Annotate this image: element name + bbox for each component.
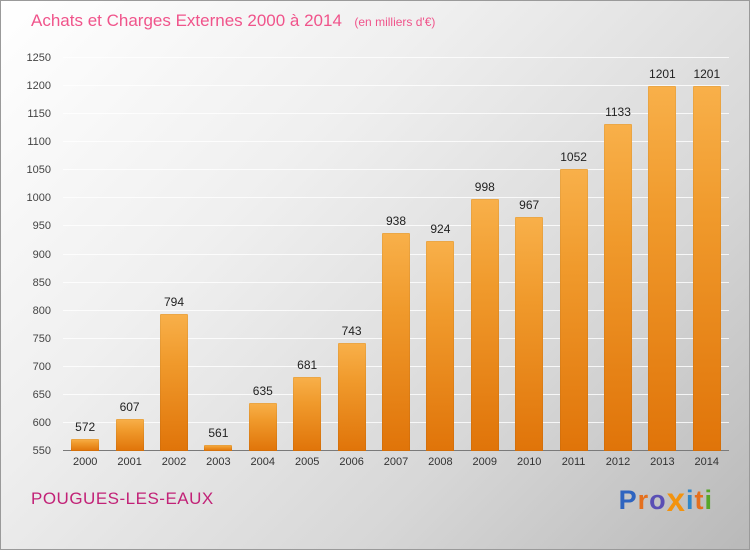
bar-value-label: 924 bbox=[430, 222, 451, 237]
x-tick-label: 2007 bbox=[383, 456, 409, 468]
plot-area: 572 2000 607 2001 794 2002 561 2003 635 2004 681 20… bbox=[63, 57, 729, 468]
x-tick-label: 2008 bbox=[428, 456, 453, 468]
bar-2010 bbox=[515, 216, 544, 451]
footer-location: POUGUES-LES-EAUX bbox=[31, 489, 214, 508]
logo-letter: i bbox=[704, 485, 713, 515]
x-tick-label: 2000 bbox=[72, 456, 98, 468]
x-tick-label: 2001 bbox=[117, 456, 142, 468]
bar-value-label: 681 bbox=[297, 358, 318, 373]
y-tick-label: 800 bbox=[32, 304, 51, 317]
logo-letter: t bbox=[694, 485, 705, 515]
bar-value-label: 561 bbox=[208, 425, 229, 440]
logo-letter: P bbox=[618, 485, 638, 515]
gridline bbox=[63, 113, 729, 115]
y-tick-label: 950 bbox=[32, 220, 51, 233]
y-tick-label: 850 bbox=[32, 276, 51, 289]
x-tick-label: 2005 bbox=[294, 456, 320, 468]
y-tick-label: 900 bbox=[32, 248, 51, 261]
x-tick-label: 2006 bbox=[339, 456, 364, 468]
y-tick-label: 1250 bbox=[26, 52, 51, 64]
y-axis-labels: 550 600 650 700 750 800 850 900 950 1000 1050 1100 1… bbox=[1, 52, 57, 457]
bar-2005 bbox=[293, 377, 322, 451]
y-tick-label: 550 bbox=[32, 445, 51, 457]
chart-header: Achats et Charges Externes 2000 à 2014 (… bbox=[31, 11, 435, 31]
gridline bbox=[63, 197, 729, 199]
x-tick-label: 2004 bbox=[250, 456, 276, 468]
bar-2002 bbox=[160, 314, 188, 451]
bar-value-label: 1133 bbox=[605, 104, 631, 119]
y-tick-label: 600 bbox=[32, 416, 51, 429]
y-tick-label: 700 bbox=[32, 360, 51, 373]
bar-2008 bbox=[426, 241, 455, 451]
page-title: Achats et Charges Externes 2000 à 2014 bbox=[31, 11, 342, 30]
bar-value-label: 572 bbox=[75, 419, 96, 434]
bar-2004 bbox=[248, 403, 277, 451]
logo-letter: r bbox=[637, 485, 650, 515]
gridline bbox=[63, 85, 729, 87]
bar-value-label: 1201 bbox=[649, 66, 676, 81]
bar-2014 bbox=[692, 85, 721, 451]
bar-2007 bbox=[382, 233, 410, 451]
bar-value-label: 607 bbox=[119, 400, 140, 414]
bar-2013 bbox=[648, 85, 677, 451]
bar-value-label: 967 bbox=[519, 197, 540, 212]
logo-letter: i bbox=[685, 485, 695, 515]
page-subtitle: (en milliers d'€) bbox=[354, 15, 436, 29]
x-tick-label: 2013 bbox=[650, 456, 675, 468]
bar-2011 bbox=[559, 169, 588, 451]
proxiti-logo: Proxiti bbox=[619, 481, 713, 519]
x-tick-label: 2010 bbox=[516, 456, 542, 468]
y-tick-label: 1200 bbox=[26, 80, 51, 93]
gridline bbox=[63, 57, 729, 58]
bar-2000 bbox=[71, 438, 100, 451]
y-tick-label: 1050 bbox=[26, 164, 51, 177]
bar-value-label: 938 bbox=[385, 214, 406, 229]
x-tick-label: 2009 bbox=[472, 456, 498, 468]
gridline bbox=[63, 225, 729, 227]
y-tick-label: 650 bbox=[32, 388, 51, 401]
logo-letter: o bbox=[649, 485, 667, 515]
x-tick-label: 2014 bbox=[694, 456, 720, 468]
bar-2003 bbox=[204, 444, 233, 451]
y-tick-label: 750 bbox=[32, 332, 51, 345]
bar-value-label: 1052 bbox=[560, 150, 587, 165]
gridline bbox=[63, 141, 729, 143]
gridline bbox=[63, 169, 729, 171]
bar-2006 bbox=[337, 342, 366, 451]
x-tick-label: 2011 bbox=[561, 456, 586, 468]
logo-letter: x bbox=[666, 481, 686, 518]
bar-value-label: 743 bbox=[341, 323, 362, 338]
bar-value-label: 1201 bbox=[693, 66, 721, 81]
bar-2009 bbox=[470, 199, 499, 451]
bar-value-label: 635 bbox=[252, 384, 273, 399]
y-tick-label: 1100 bbox=[27, 136, 51, 149]
bar-value-label: 998 bbox=[474, 180, 495, 195]
bar-2012 bbox=[604, 123, 632, 451]
x-tick-label: 2003 bbox=[206, 456, 231, 468]
x-tick-label: 2002 bbox=[161, 456, 187, 468]
bar-2001 bbox=[115, 419, 144, 451]
y-tick-label: 1150 bbox=[27, 108, 51, 121]
bar-value-label: 794 bbox=[163, 295, 184, 310]
y-tick-label: 1000 bbox=[26, 192, 51, 205]
x-tick-label: 2012 bbox=[605, 456, 631, 468]
